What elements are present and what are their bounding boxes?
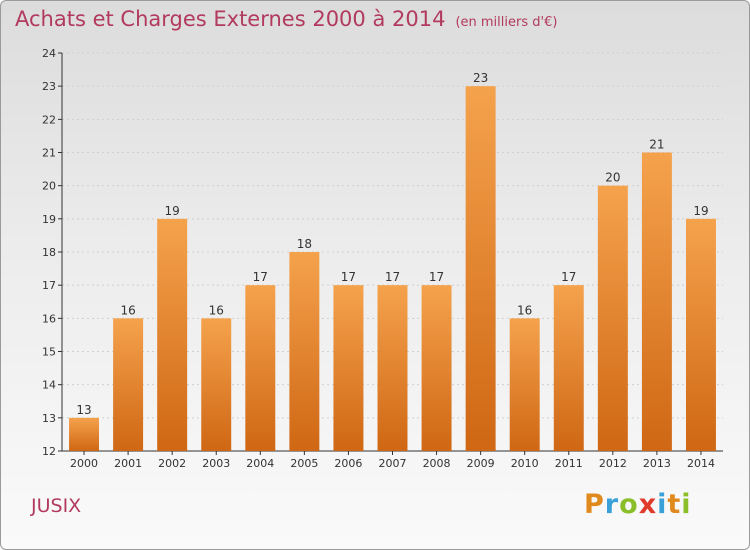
data-label: 21	[649, 138, 664, 152]
data-label: 17	[341, 270, 356, 284]
logo-letter: P	[584, 489, 605, 520]
bar	[69, 417, 100, 451]
y-tick-label: 17	[42, 279, 56, 292]
bar	[201, 318, 232, 451]
bar	[289, 252, 320, 451]
x-tick-label: 2011	[555, 457, 583, 470]
y-tick-label: 21	[42, 147, 56, 160]
bar	[421, 285, 452, 451]
x-tick-label: 2001	[114, 457, 142, 470]
x-tick-label: 2000	[70, 457, 98, 470]
x-tick-label: 2007	[379, 457, 407, 470]
y-tick-label: 23	[42, 80, 56, 93]
chart-title: Achats et Charges Externes 2000 à 2014 (e…	[15, 7, 557, 31]
chart-subtitle: (en milliers d'€)	[455, 15, 558, 30]
data-label: 16	[120, 303, 135, 317]
x-tick-label: 2003	[202, 457, 230, 470]
bar	[377, 285, 408, 451]
data-label: 17	[429, 270, 444, 284]
y-tick-label: 19	[42, 213, 56, 226]
data-label: 20	[605, 171, 620, 185]
x-tick-label: 2005	[290, 457, 318, 470]
chart-title-text: Achats et Charges Externes 2000 à 2014	[15, 7, 446, 31]
logo-letter: r	[604, 489, 620, 520]
data-label: 18	[297, 237, 312, 251]
data-label: 17	[253, 270, 268, 284]
x-tick-label: 2012	[599, 457, 627, 470]
y-tick-label: 20	[42, 180, 56, 193]
x-tick-label: 2004	[246, 457, 274, 470]
y-tick-label: 24	[42, 47, 56, 60]
bar	[333, 285, 364, 451]
logo-letter: x	[638, 489, 658, 520]
y-tick-label: 22	[42, 113, 56, 126]
data-label: 17	[561, 270, 576, 284]
logo-letter: i	[681, 489, 692, 520]
commune-name: JUSIX	[31, 495, 82, 517]
bar	[157, 218, 188, 451]
bar	[245, 285, 276, 451]
x-tick-label: 2008	[423, 457, 451, 470]
data-label: 19	[693, 204, 708, 218]
x-tick-label: 2013	[643, 457, 671, 470]
y-tick-label: 16	[42, 312, 56, 325]
data-label: 13	[76, 403, 91, 417]
logo-letter: i	[657, 489, 668, 520]
bar	[465, 86, 496, 452]
logo-letter: o	[619, 489, 639, 520]
bar	[597, 185, 628, 451]
bar	[641, 152, 672, 451]
data-label: 23	[473, 71, 488, 85]
x-tick-label: 2014	[687, 457, 715, 470]
data-label: 16	[209, 303, 224, 317]
y-tick-label: 13	[42, 412, 56, 425]
proxiti-logo[interactable]: Proxiti	[584, 489, 692, 520]
data-label: 17	[385, 270, 400, 284]
y-tick-label: 14	[42, 379, 56, 392]
bar	[685, 218, 716, 451]
y-tick-label: 18	[42, 246, 56, 259]
logo-letter: t	[667, 489, 682, 520]
x-tick-label: 2009	[467, 457, 495, 470]
x-tick-label: 2002	[158, 457, 186, 470]
bar	[509, 318, 540, 451]
x-tick-label: 2006	[334, 457, 362, 470]
x-tick-label: 2010	[511, 457, 539, 470]
bar	[113, 318, 144, 451]
data-label: 16	[517, 303, 532, 317]
y-tick-label: 12	[42, 445, 56, 458]
bar	[553, 285, 584, 451]
data-label: 19	[165, 204, 180, 218]
y-tick-label: 15	[42, 346, 56, 359]
